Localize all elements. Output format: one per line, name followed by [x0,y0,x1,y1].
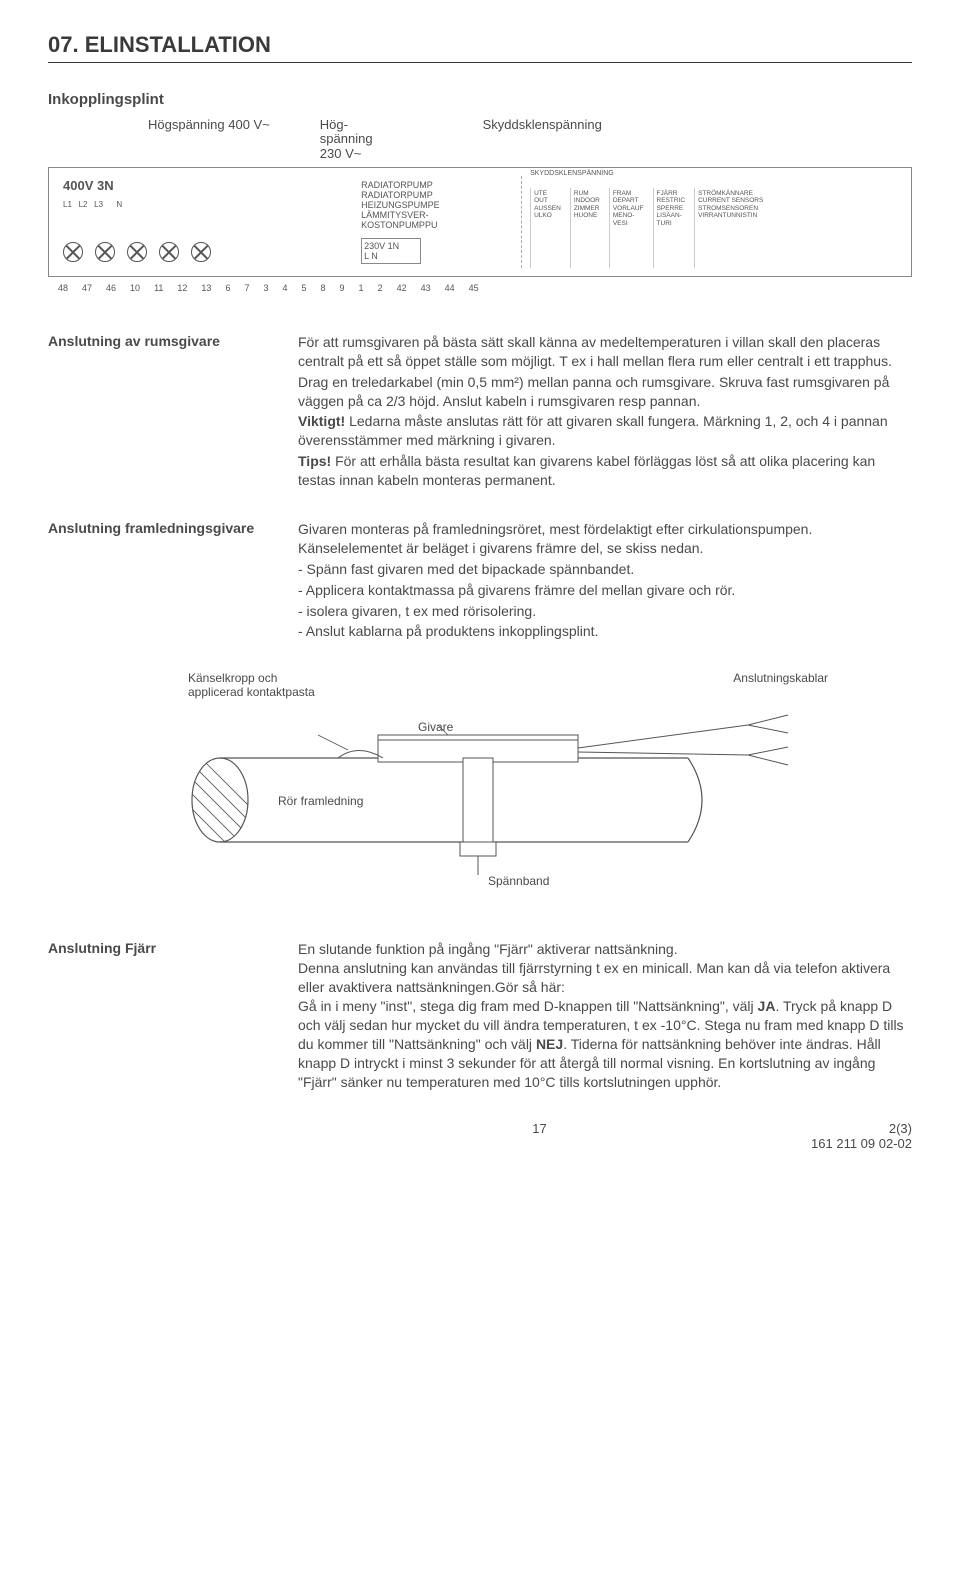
terminal-number: 1 [359,283,364,293]
terminal-number: 8 [321,283,326,293]
terminal-number: 46 [106,283,116,293]
terminals-left [63,242,211,262]
terminal-number: 48 [58,283,68,293]
terminal-number: 13 [201,283,211,293]
diagram-col5: FJÄRRRESTRICSPERRELISÄAN-TURI [653,188,689,268]
doc-number: 2(3) 161 211 09 02-02 [811,1121,912,1151]
terminal [191,242,211,262]
terminal [127,242,147,262]
fjarr-label: Anslutning Fjärr [48,940,298,1091]
section-title: ELINSTALLATION [85,32,271,57]
sensor-label-kansel: Känselkropp och applicerad kontaktpasta [188,671,315,699]
section-fjarr: Anslutning Fjärr En slutande funktion på… [48,940,912,1091]
terminal-number: 43 [421,283,431,293]
terminal-number: 4 [282,283,287,293]
page-number: 17 [532,1121,546,1151]
terminal-number: 45 [469,283,479,293]
terminal [159,242,179,262]
svg-text:Rör framledning: Rör framledning [278,794,363,808]
terminal [95,242,115,262]
section-number: 07. [48,32,79,57]
label-skyddsklenspanning: Skyddsklenspänning [483,118,602,161]
diagram-top-labels: Högspänning 400 V~ Hög- spänning 230 V~ … [148,118,912,161]
page-footer: 17 2(3) 161 211 09 02-02 [48,1121,912,1151]
wiring-diagram: 400V 3N L1 L2 L3 N RADIATORPUMPRADIATORP… [48,167,912,277]
terminal-number: 6 [225,283,230,293]
terminal-number: 5 [302,283,307,293]
diagram-col3: RUMINDOORZIMMERHUONE [570,188,603,268]
terminal-number: 7 [244,283,249,293]
terminal [63,242,83,262]
inkopplings-title: Inkopplingsplint [48,91,912,108]
skydds-header: SKYDDSKLENSPÄNNING [530,170,614,177]
section-label: Anslutning framledningsgivare [48,520,298,643]
terminal-number: 44 [445,283,455,293]
diagram-col1: RADIATORPUMPRADIATORPUMPHEIZUNGSPUMPELÄM… [361,180,511,230]
terminal-number: 3 [263,283,268,293]
terminal-number: 42 [397,283,407,293]
header-rule [48,62,912,63]
fjarr-body: En slutande funktion på ingång "Fjärr" a… [298,940,912,1091]
label-hogspanning-230: Hög- spänning 230 V~ [320,118,373,161]
section-label: Anslutning av rumsgivare [48,333,298,492]
diagram-col2: UTEOUTAUSSENULKO [530,188,564,268]
sensor-diagram: Känselkropp och applicerad kontaktpasta … [188,671,828,900]
section-row: Anslutning framledningsgivareGivaren mon… [48,520,912,643]
voltage-label: 400V 3N [63,178,114,193]
terminal-number: 11 [154,283,163,293]
diagram-terminal-numbers: 4847461011121367345891242434445 [58,283,912,293]
section-row: Anslutning av rumsgivareFör att rumsgiva… [48,333,912,492]
diagram-col4: FRAMDEPARTVORLAUFMENO-VESI [609,188,647,268]
terminal-number: 2 [378,283,383,293]
terminal-number: 47 [82,283,92,293]
diagram-col6: STRÖMKÄNNARECURRENT SENSORSSTROMSENSOREN… [694,188,766,268]
terminal-number: 12 [177,283,187,293]
sensor-svg: Givare Spännband Rör framledning [188,705,828,895]
svg-text:Spännband: Spännband [488,874,549,888]
terminal-number: 10 [130,283,140,293]
givare-label: Givare [418,720,454,734]
terminal-number: 9 [340,283,345,293]
section-body: För att rumsgivaren på bästa sätt skall … [298,333,912,492]
sensor-label-anslutning: Anslutningskablar [733,671,828,699]
section-body: Givaren monteras på framledningsröret, m… [298,520,912,643]
label-hogspanning-400: Högspänning 400 V~ [148,118,270,161]
section-header: 07. ELINSTALLATION [48,32,912,58]
